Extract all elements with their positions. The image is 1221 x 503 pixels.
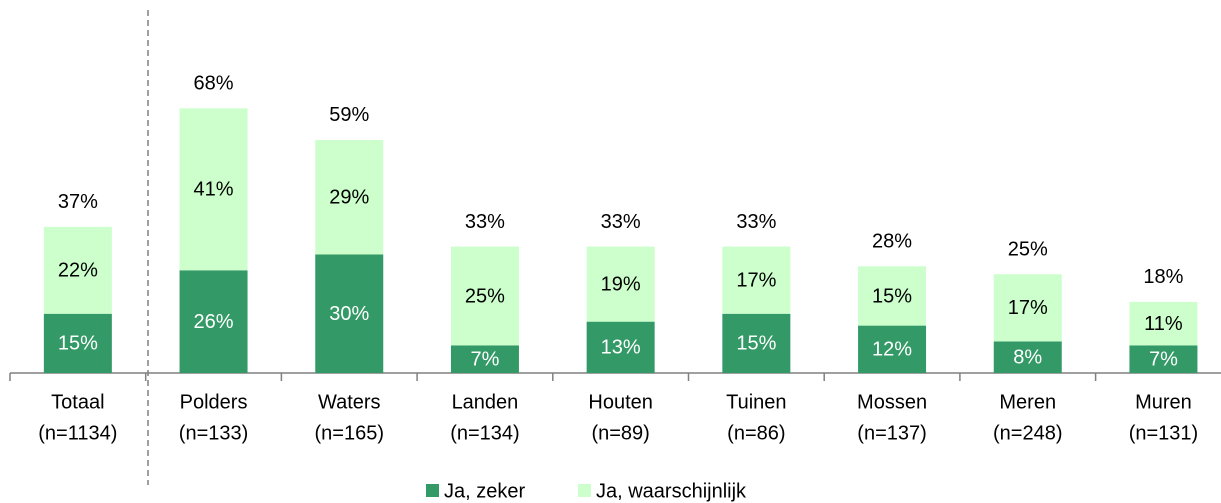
total-label: 28% [872, 231, 912, 253]
x-tick-note: (n=1134) [38, 422, 117, 444]
bar-segment [722, 246, 791, 314]
total-label: 18% [1143, 266, 1183, 288]
value-label: 30% [329, 303, 369, 325]
value-label: 7% [470, 348, 499, 370]
legend-label: Ja, zeker [444, 480, 525, 502]
value-label: 19% [601, 273, 641, 295]
bar-segment [179, 270, 248, 373]
bar-segment [586, 246, 655, 322]
value-label: 15% [58, 333, 98, 355]
x-tick-label: Muren [1135, 391, 1192, 413]
bar-segment [586, 321, 655, 373]
x-tick-note: (n=131) [1129, 422, 1199, 444]
total-label: 68% [194, 73, 234, 95]
bar-segment [858, 325, 927, 373]
bar-segment [1129, 345, 1198, 373]
bar-segment [1129, 301, 1198, 346]
value-label: 8% [1013, 346, 1042, 368]
value-label: 17% [1008, 297, 1048, 319]
value-label: 25% [465, 285, 505, 307]
x-tick-note: (n=165) [315, 422, 385, 444]
value-label: 17% [736, 269, 776, 291]
x-tick-label: Houten [588, 391, 653, 413]
value-label: 26% [194, 311, 234, 333]
bar-segment [43, 313, 112, 373]
bar-segment [315, 139, 384, 255]
bar-segment [179, 108, 248, 271]
legend-swatch [426, 484, 439, 497]
bar-segment [993, 274, 1062, 342]
value-label: 7% [1149, 348, 1178, 370]
x-tick-label: Tuinen [726, 391, 786, 413]
bar-segment [993, 341, 1062, 373]
total-label: 33% [736, 211, 776, 233]
value-label: 15% [736, 333, 776, 355]
bar-segment [858, 266, 927, 326]
x-tick-note: (n=248) [993, 422, 1063, 444]
bar-segment [315, 254, 384, 373]
x-tick-note: (n=133) [179, 422, 249, 444]
total-label: 59% [329, 104, 369, 126]
x-tick-label: Meren [999, 391, 1056, 413]
total-label: 25% [1008, 239, 1048, 261]
value-label: 22% [58, 260, 98, 282]
x-tick-note: (n=134) [450, 422, 520, 444]
x-tick-label: Polders [180, 391, 248, 413]
legend-label: Ja, waarschijnlijk [596, 480, 747, 502]
x-tick-label: Totaal [51, 391, 104, 413]
x-tick-label: Mossen [857, 391, 927, 413]
x-tick-note: (n=86) [727, 422, 785, 444]
value-label: 11% [1144, 313, 1183, 335]
value-label: 29% [329, 187, 369, 209]
x-tick-label: Waters [318, 391, 381, 413]
value-label: 12% [872, 339, 912, 361]
x-tick-note: (n=137) [857, 422, 927, 444]
legend-swatch [578, 484, 591, 497]
value-label: 13% [601, 337, 641, 359]
total-label: 33% [601, 211, 641, 233]
value-label: 15% [872, 285, 912, 307]
bar-segment [450, 246, 519, 346]
bar-segment [43, 226, 112, 314]
total-label: 33% [465, 211, 505, 233]
bar-segment [722, 313, 791, 373]
x-tick-label: Landen [452, 391, 519, 413]
bar-segment [450, 345, 519, 373]
x-tick-note: (n=89) [591, 422, 649, 444]
total-label: 37% [58, 191, 98, 213]
value-label: 41% [194, 179, 234, 201]
